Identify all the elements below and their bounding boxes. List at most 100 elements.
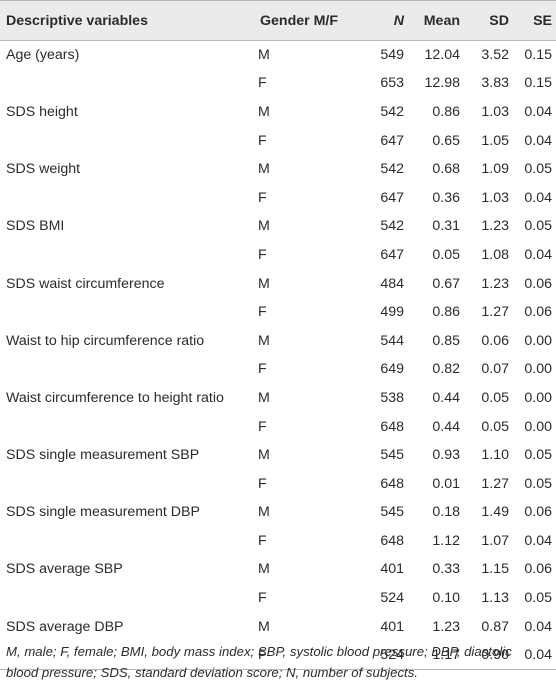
- cell-se: 0.00: [524, 389, 552, 406]
- table-row: F 524 0.10 1.13 0.05: [0, 584, 556, 613]
- cell-variable: [0, 584, 254, 613]
- cell-se: 0.06: [524, 561, 552, 578]
- cell-n: 538: [380, 389, 404, 406]
- cell-se: 0.06: [524, 304, 552, 321]
- table-row: F 647 0.65 1.05 0.04: [0, 126, 556, 155]
- cell-gender: M: [258, 618, 270, 635]
- cell-mean: 1.23: [432, 618, 460, 635]
- cell-variable: [0, 412, 254, 441]
- cell-n: 647: [380, 132, 404, 149]
- header-variable: Descriptive variables: [6, 12, 148, 29]
- cell-variable: [0, 355, 254, 384]
- cell-se: 0.15: [524, 47, 552, 64]
- cell-gender: F: [258, 475, 267, 492]
- cell-variable: SDS average DBP: [6, 618, 124, 635]
- cell-variable: Waist to hip circumference ratio: [6, 332, 205, 349]
- cell-gender: M: [258, 103, 270, 120]
- cell-se: 0.06: [524, 275, 552, 292]
- cell-gender: F: [258, 75, 267, 92]
- cell-n: 499: [380, 304, 404, 321]
- table-row: Waist circumference to height ratio M 538 0…: [0, 384, 556, 413]
- cell-sd: 1.08: [481, 246, 509, 263]
- cell-mean: 1.12: [432, 532, 460, 549]
- table-row: SDS weight M 542 0.68 1.09 0.05: [0, 155, 556, 184]
- cell-n: 648: [380, 475, 404, 492]
- cell-mean: 0.18: [432, 504, 460, 521]
- table-row: SDS single measurement SBP M 545 0.93 1.10 0.…: [0, 441, 556, 470]
- table-row: SDS BMI M 542 0.31 1.23 0.05: [0, 212, 556, 241]
- cell-gender: M: [258, 218, 270, 235]
- cell-se: 0.05: [524, 447, 552, 464]
- cell-sd: 1.27: [481, 475, 509, 492]
- cell-variable: [0, 527, 254, 556]
- table-row: SDS height M 542 0.86 1.03 0.04: [0, 98, 556, 127]
- cell-n: 401: [380, 561, 404, 578]
- table-row: F 648 0.44 0.05 0.00: [0, 412, 556, 441]
- cell-sd: 1.03: [481, 103, 509, 120]
- cell-mean: 0.67: [432, 275, 460, 292]
- cell-sd: 3.52: [481, 47, 509, 64]
- cell-gender: M: [258, 332, 270, 349]
- cell-mean: 0.01: [432, 475, 460, 492]
- table-row: Waist to hip circumference ratio M 544 0.85…: [0, 326, 556, 355]
- cell-se: 0.00: [524, 361, 552, 378]
- cell-variable: SDS weight: [6, 161, 81, 178]
- cell-se: 0.05: [524, 475, 552, 492]
- table-row: F 648 0.01 1.27 0.05: [0, 469, 556, 498]
- table-header: Descriptive variables Gender M/F N Mean …: [0, 0, 556, 41]
- cell-mean: 12.98: [424, 75, 460, 92]
- cell-mean: 0.44: [432, 389, 460, 406]
- cell-variable: [0, 298, 254, 327]
- cell-gender: F: [258, 647, 267, 664]
- cell-sd: 0.06: [481, 332, 509, 349]
- cell-se: 0.06: [524, 504, 552, 521]
- cell-n: 401: [380, 618, 404, 635]
- cell-gender: M: [258, 504, 270, 521]
- table-body: Age (years) M 549 12.04 3.52 0.15 F 653 12.98 3.8…: [0, 41, 556, 670]
- cell-se: 0.00: [524, 332, 552, 349]
- cell-sd: 0.05: [481, 418, 509, 435]
- cell-sd: 1.23: [481, 275, 509, 292]
- table-row: F 649 0.82 0.07 0.00: [0, 355, 556, 384]
- cell-variable: Waist circumference to height ratio: [6, 389, 224, 406]
- cell-n: 647: [380, 189, 404, 206]
- cell-n: 649: [380, 361, 404, 378]
- header-sd: SD: [489, 12, 509, 29]
- cell-variable: [0, 69, 254, 98]
- cell-sd: 1.09: [481, 161, 509, 178]
- table-row: SDS waist circumference M 484 0.67 1.23 0.06: [0, 269, 556, 298]
- cell-mean: 0.86: [432, 103, 460, 120]
- cell-n: 647: [380, 246, 404, 263]
- cell-variable: [0, 126, 254, 155]
- cell-gender: M: [258, 447, 270, 464]
- cell-variable: SDS BMI: [6, 218, 65, 235]
- cell-gender: F: [258, 304, 267, 321]
- cell-gender: F: [258, 532, 267, 549]
- cell-n: 545: [380, 504, 404, 521]
- cell-mean: 0.93: [432, 447, 460, 464]
- cell-se: 0.04: [524, 532, 552, 549]
- table-row: SDS average SBP M 401 0.33 1.15 0.06: [0, 555, 556, 584]
- cell-gender: M: [258, 161, 270, 178]
- cell-variable: Age (years): [6, 47, 80, 64]
- cell-gender: M: [258, 47, 270, 64]
- cell-gender: F: [258, 132, 267, 149]
- cell-sd: 1.13: [481, 590, 509, 607]
- cell-se: 0.04: [524, 647, 552, 664]
- cell-mean: 12.04: [424, 47, 460, 64]
- header-gender: Gender M/F: [260, 12, 339, 29]
- cell-n: 484: [380, 275, 404, 292]
- cell-variable: SDS height: [6, 103, 78, 120]
- cell-sd: 0.87: [481, 618, 509, 635]
- cell-sd: 1.03: [481, 189, 509, 206]
- cell-mean: 0.10: [432, 590, 460, 607]
- cell-mean: 0.85: [432, 332, 460, 349]
- cell-sd: 0.05: [481, 389, 509, 406]
- table-row: F 648 1.12 1.07 0.04: [0, 527, 556, 556]
- cell-sd: 1.05: [481, 132, 509, 149]
- cell-gender: F: [258, 189, 267, 206]
- cell-n: 542: [380, 218, 404, 235]
- cell-mean: 0.86: [432, 304, 460, 321]
- cell-se: 0.00: [524, 418, 552, 435]
